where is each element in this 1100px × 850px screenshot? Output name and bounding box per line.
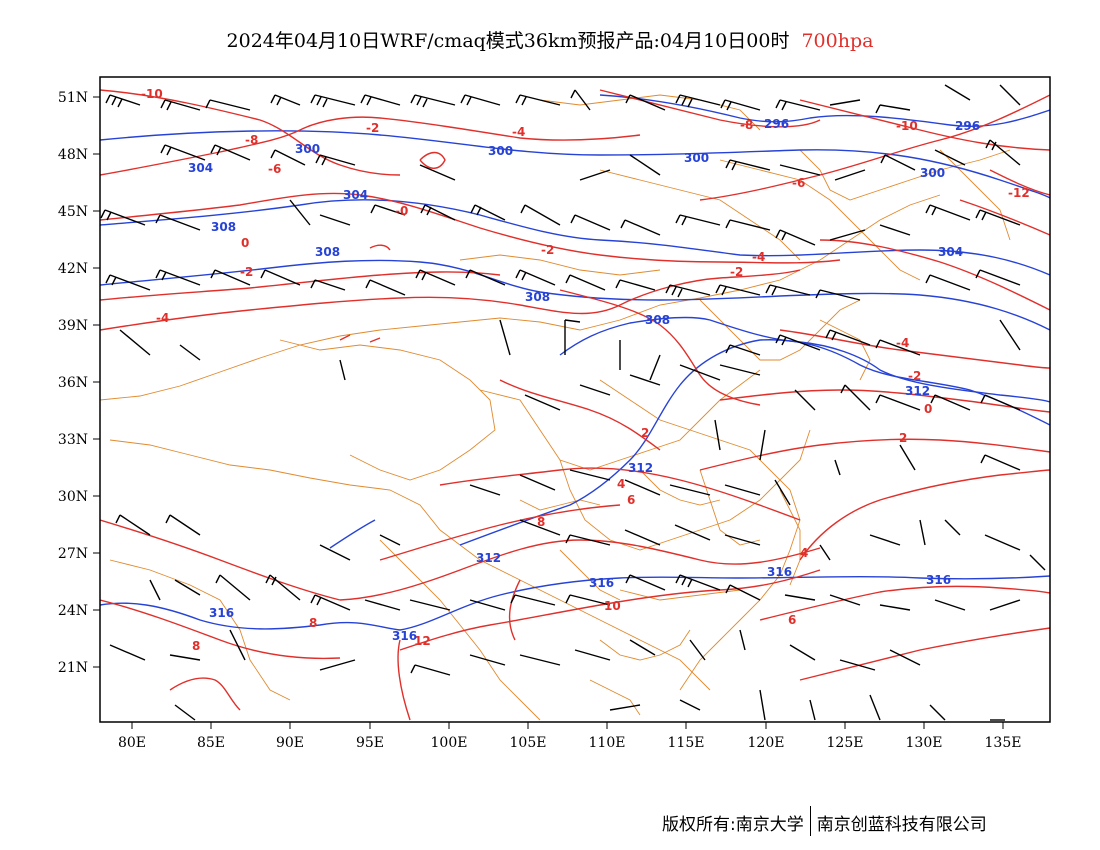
height-contours xyxy=(100,94,1050,631)
temp-label: -12 xyxy=(1008,186,1030,200)
lat-label: 30N xyxy=(58,489,88,505)
height-label: 304 xyxy=(343,188,368,202)
height-label: 304 xyxy=(188,161,213,175)
lat-label: 45N xyxy=(58,204,88,220)
temp-label: 4 xyxy=(800,546,808,560)
temp-label: -4 xyxy=(512,125,525,139)
lon-label: 125E xyxy=(827,735,864,751)
height-label: 308 xyxy=(315,245,340,259)
pressure-level: 700hpa xyxy=(801,30,874,52)
temp-label: -2 xyxy=(541,243,554,257)
copyright-footer: 版权所有:南京大学 南京创蓝科技有限公司 xyxy=(662,806,987,840)
lat-label: 33N xyxy=(58,432,88,448)
height-label: 308 xyxy=(211,220,236,234)
temp-label: -2 xyxy=(240,265,253,279)
height-label: 296 xyxy=(764,117,789,131)
temperature-labels: -10 -8 -6 -2 -4 -8 -10 -6 -0 0 -2 -2 -4 … xyxy=(141,87,1030,653)
height-label: 312 xyxy=(905,384,930,398)
longitude-labels: 80E 85E 90E 95E 100E 105E 110E 115E 120E… xyxy=(118,735,1022,751)
temp-label: 8 xyxy=(192,639,200,653)
copyright-separator xyxy=(809,806,811,836)
temp-label: 2 xyxy=(899,431,907,445)
latitude-axis xyxy=(93,96,100,668)
temp-label: 12 xyxy=(414,634,431,648)
height-label: 316 xyxy=(392,629,417,643)
height-label: 300 xyxy=(920,166,945,180)
lon-label: 80E xyxy=(118,735,146,751)
height-label: 296 xyxy=(955,119,980,133)
lon-label: 90E xyxy=(276,735,304,751)
height-label: 316 xyxy=(589,576,614,590)
wind-barbs xyxy=(100,84,1046,721)
temp-label: 6 xyxy=(788,613,796,627)
height-label: 312 xyxy=(628,461,653,475)
height-label: 300 xyxy=(684,151,709,165)
lat-label: 48N xyxy=(58,147,88,163)
temp-label: 0 xyxy=(924,402,932,416)
map-frame xyxy=(99,76,1051,723)
temp-label: 2 xyxy=(641,426,649,440)
temp-label: -6 xyxy=(268,162,281,176)
latitude-labels: 51N 48N 45N 42N 39N 36N 33N 30N 27N 24N … xyxy=(58,90,88,676)
title-text: 2024年04月10日WRF/cmaq模式36km预报产品:04月10日00时 xyxy=(226,30,790,52)
temp-label: -2 xyxy=(908,369,921,383)
temp-label: 6 xyxy=(627,493,635,507)
copyright-right: 南京创蓝科技有限公司 xyxy=(816,815,987,835)
height-label: 316 xyxy=(767,565,792,579)
lat-label: 36N xyxy=(58,375,88,391)
height-label: 308 xyxy=(525,290,550,304)
copyright-left: 版权所有:南京大学 xyxy=(662,815,804,835)
temp-label: -2 xyxy=(366,121,379,135)
lat-label: 42N xyxy=(58,261,88,277)
lon-label: 120E xyxy=(748,735,785,751)
height-label: 308 xyxy=(645,313,670,327)
lon-label: 115E xyxy=(668,735,705,751)
lon-label: 130E xyxy=(906,735,943,751)
temp-label: -2 xyxy=(730,265,743,279)
chart-title: 2024年04月10日WRF/cmaq模式36km预报产品:04月10日00时 7… xyxy=(0,26,1100,53)
lon-label: 85E xyxy=(197,735,225,751)
lat-label: 27N xyxy=(58,546,88,562)
temp-label: -0 xyxy=(395,204,408,218)
lon-label: 95E xyxy=(356,735,384,751)
map-frame-bg xyxy=(100,77,1050,722)
height-label: 312 xyxy=(476,551,501,565)
lat-label: 24N xyxy=(58,603,88,619)
temp-label: -4 xyxy=(896,336,909,350)
height-label: 300 xyxy=(488,144,513,158)
height-label: 316 xyxy=(926,573,951,587)
temp-label: -6 xyxy=(792,176,805,190)
height-label: 300 xyxy=(295,142,320,156)
temp-label: -4 xyxy=(752,250,765,264)
temp-label: -10 xyxy=(141,87,163,101)
temp-label: 0 xyxy=(241,236,249,250)
temp-label: 10 xyxy=(604,599,621,613)
lat-label: 51N xyxy=(58,90,88,106)
temp-label: 4 xyxy=(617,477,625,491)
lon-label: 110E xyxy=(589,735,626,751)
temp-label: -8 xyxy=(740,118,753,132)
temp-label: -8 xyxy=(245,133,258,147)
lat-label: 39N xyxy=(58,318,88,334)
temp-label: 8 xyxy=(537,515,545,529)
lon-label: 105E xyxy=(510,735,547,751)
temp-label: -4 xyxy=(156,311,169,325)
height-label: 304 xyxy=(938,245,963,259)
admin-borders xyxy=(100,94,1011,721)
height-labels: 296 296 300 300 300 300 304 304 304 308 … xyxy=(188,117,980,643)
height-label: 316 xyxy=(209,606,234,620)
temp-label: 8 xyxy=(309,616,317,630)
lon-label: 135E xyxy=(985,735,1022,751)
lat-label: 21N xyxy=(58,660,88,676)
longitude-axis xyxy=(131,722,1004,729)
temperature-contours xyxy=(100,89,1050,721)
temp-label: -10 xyxy=(896,119,918,133)
lon-label: 100E xyxy=(431,735,468,751)
